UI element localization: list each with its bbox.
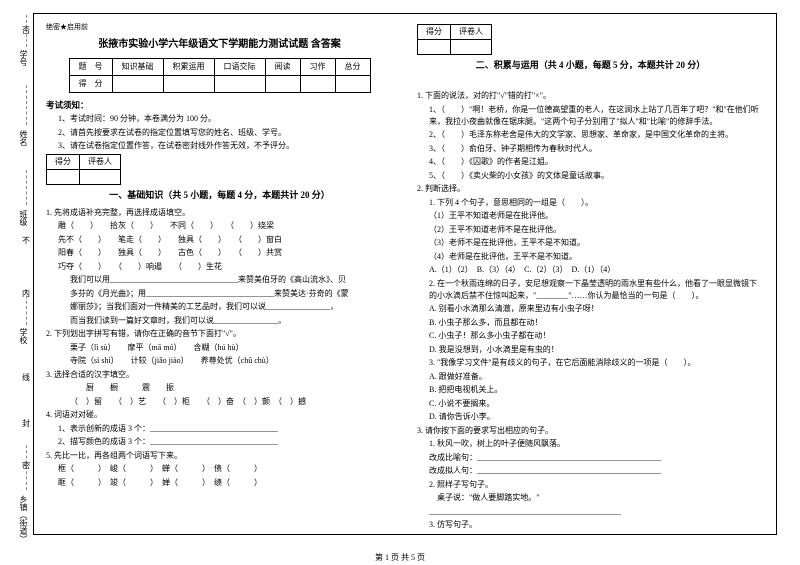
score-table: 题 号知识基础积累运用口语交际阅读习作总分得 分 [69,58,371,93]
p2q2-choices: A.（1）（2） B.（3）（4） C.（2）（3） D.（1）（4） [417,264,764,276]
exam-page: 绝密★启用前 张掖市实验小学六年级语文下学期能力测试试题 含答案 题 号知识基础… [33,13,777,535]
p2q2-sub3: 3. "我像学习文件"是有歧义的句子，在它后面能消除歧义的一项是（ ）。 [417,357,764,369]
notice-title: 考试须知： [46,99,393,112]
page-footer: 第 1 页 共 5 页 [0,552,800,563]
right-column: 得分评卷人 二、积累与运用（共 4 小题，每题 5 分，本题共计 20 分） 1… [405,14,776,534]
p2q2-sub1: 1. 下列 4 个句子，意思相同的一组是（ ）。 [417,197,764,209]
marker-table-2: 得分评卷人 [417,24,492,55]
section1-title: 一、基础知识（共 5 小题，每题 4 分，本题共计 20 分） [46,189,393,203]
p2q2-stem: 2. 判断选择。 [417,183,764,195]
left-column: 绝密★启用前 张掖市实验小学六年级语文下学期能力测试试题 含答案 题 号知识基础… [34,14,405,534]
section2-title: 二、积累与运用（共 4 小题，每题 5 分，本题共计 20 分） [417,59,764,73]
confidential-mark: 绝密★启用前 [46,22,393,33]
q2-stem: 2. 下列划出字拼写有错，请你在正确的音节下面打"√"。 [46,328,393,340]
p2q1-stem: 1. 下面的说法，对的打"√"错的打"×"。 [417,90,764,102]
p2q2-sub2: 2. 在一个秋雨连绵的日子，安尼想观察一下晶莹透明的雨水里有些什么，他看了一眼显… [417,278,764,302]
p2q3-stem: 3. 请你按下面的要求写出相应的句子。 [417,425,764,437]
q3-stem: 3. 选择合适的汉字填空。 [46,369,393,381]
q4-stem: 4. 词语对对碰。 [46,409,393,421]
marker-table-1: 得分评卷人 [46,154,121,185]
exam-title: 张掖市实验小学六年级语文下学期能力测试试题 含答案 [46,37,393,52]
q5-stem: 5. 先比一比，再各组两个词语写下来。 [46,450,393,462]
q1-stem: 1. 先将成语补充完整，再选择成语填空。 [46,207,393,219]
binding-margin: 学号姓名班级学校乡镇（街道）否不内线封密 [0,0,33,565]
